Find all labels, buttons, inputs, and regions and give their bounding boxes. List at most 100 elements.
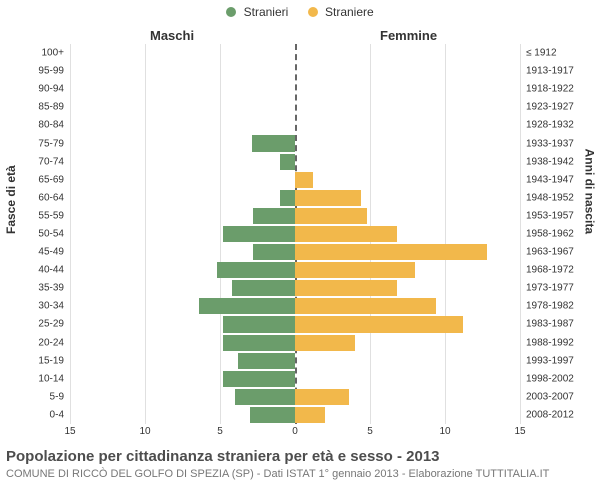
age-label: 0-4	[0, 409, 70, 420]
pyramid-row: 35-391973-1977	[70, 279, 520, 297]
birth-year-label: 1968-1972	[520, 265, 590, 276]
bar-male	[253, 208, 295, 224]
age-label: 80-84	[0, 120, 70, 131]
legend-item-male: Stranieri	[226, 4, 288, 19]
x-tick-label: 10	[439, 426, 450, 437]
x-tick-label: 15	[514, 426, 525, 437]
bar-male	[223, 335, 295, 351]
pyramid-row: 90-941918-1922	[70, 80, 520, 98]
birth-year-label: 1983-1987	[520, 319, 590, 330]
bar-female	[295, 208, 367, 224]
age-label: 50-54	[0, 228, 70, 239]
birth-year-label: 1913-1917	[520, 66, 590, 77]
age-label: 20-24	[0, 337, 70, 348]
pyramid-row: 40-441968-1972	[70, 261, 520, 279]
pyramid-row: 95-991913-1917	[70, 62, 520, 80]
bar-female	[295, 335, 355, 351]
birth-year-label: 1953-1957	[520, 210, 590, 221]
pyramid-row: 10-141998-2002	[70, 370, 520, 388]
birth-year-label: 1998-2002	[520, 373, 590, 384]
age-label: 15-19	[0, 355, 70, 366]
legend: Stranieri Straniere	[0, 4, 600, 19]
pyramid-row: 55-591953-1957	[70, 207, 520, 225]
population-pyramid: Stranieri Straniere Maschi Femmine Fasce…	[0, 0, 600, 500]
age-label: 95-99	[0, 66, 70, 77]
pyramid-row: 75-791933-1937	[70, 134, 520, 152]
pyramid-row: 20-241988-1992	[70, 334, 520, 352]
x-axis-ticks: 15105051015	[70, 426, 520, 440]
age-label: 75-79	[0, 138, 70, 149]
age-label: 55-59	[0, 210, 70, 221]
birth-year-label: 1948-1952	[520, 192, 590, 203]
pyramid-row: 100+≤ 1912	[70, 44, 520, 62]
pyramid-row: 30-341978-1982	[70, 297, 520, 315]
pyramid-row: 15-191993-1997	[70, 352, 520, 370]
age-label: 40-44	[0, 265, 70, 276]
age-label: 65-69	[0, 174, 70, 185]
rows-container: 100+≤ 191295-991913-191790-941918-192285…	[70, 44, 520, 424]
bar-male	[199, 298, 295, 314]
birth-year-label: 1963-1967	[520, 247, 590, 258]
bar-male	[223, 316, 295, 332]
age-label: 60-64	[0, 192, 70, 203]
x-tick-label: 0	[292, 426, 298, 437]
pyramid-row: 25-291983-1987	[70, 315, 520, 333]
age-label: 10-14	[0, 373, 70, 384]
bar-male	[238, 353, 295, 369]
pyramid-row: 0-42008-2012	[70, 406, 520, 424]
x-tick-label: 10	[139, 426, 150, 437]
age-label: 25-29	[0, 319, 70, 330]
birth-year-label: 2003-2007	[520, 391, 590, 402]
birth-year-label: 1973-1977	[520, 283, 590, 294]
bar-female	[295, 244, 487, 260]
bar-female	[295, 316, 463, 332]
bar-male	[250, 407, 295, 423]
x-tick-label: 15	[64, 426, 75, 437]
birth-year-label: 1958-1962	[520, 228, 590, 239]
legend-swatch-male	[226, 7, 236, 17]
chart-title: Popolazione per cittadinanza straniera p…	[6, 448, 440, 465]
bar-male	[252, 135, 296, 151]
bar-female	[295, 298, 436, 314]
birth-year-label: 1993-1997	[520, 355, 590, 366]
bar-female	[295, 389, 349, 405]
legend-label-female: Straniere	[325, 5, 374, 19]
bar-female	[295, 172, 313, 188]
bar-male	[280, 154, 295, 170]
bar-female	[295, 280, 397, 296]
bar-male	[223, 371, 295, 387]
birth-year-label: ≤ 1912	[520, 48, 590, 59]
birth-year-label: 1928-1932	[520, 120, 590, 131]
age-label: 45-49	[0, 247, 70, 258]
bar-female	[295, 262, 415, 278]
bar-female	[295, 226, 397, 242]
bar-male	[235, 389, 295, 405]
x-tick-label: 5	[367, 426, 373, 437]
pyramid-row: 60-641948-1952	[70, 189, 520, 207]
column-header-male: Maschi	[150, 28, 194, 43]
birth-year-label: 1933-1937	[520, 138, 590, 149]
bar-male	[253, 244, 295, 260]
age-label: 30-34	[0, 301, 70, 312]
bar-male	[217, 262, 295, 278]
legend-label-male: Stranieri	[244, 5, 289, 19]
bar-male	[223, 226, 295, 242]
birth-year-label: 1938-1942	[520, 156, 590, 167]
bar-male	[280, 190, 295, 206]
chart-subtitle: COMUNE DI RICCÒ DEL GOLFO DI SPEZIA (SP)…	[6, 468, 549, 480]
age-label: 35-39	[0, 283, 70, 294]
x-tick-label: 5	[217, 426, 223, 437]
pyramid-row: 65-691943-1947	[70, 171, 520, 189]
birth-year-label: 1923-1927	[520, 102, 590, 113]
birth-year-label: 2008-2012	[520, 409, 590, 420]
birth-year-label: 1918-1922	[520, 84, 590, 95]
bar-female	[295, 190, 361, 206]
pyramid-row: 85-891923-1927	[70, 98, 520, 116]
birth-year-label: 1978-1982	[520, 301, 590, 312]
legend-swatch-female	[308, 7, 318, 17]
age-label: 85-89	[0, 102, 70, 113]
age-label: 5-9	[0, 391, 70, 402]
bar-male	[232, 280, 295, 296]
pyramid-row: 5-92003-2007	[70, 388, 520, 406]
age-label: 90-94	[0, 84, 70, 95]
